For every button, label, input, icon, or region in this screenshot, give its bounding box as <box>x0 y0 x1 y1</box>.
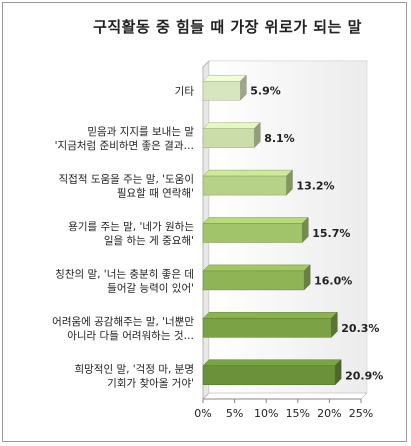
category-label: 칭찬의 말, '너는 충분히 좋은 데 <box>55 268 194 280</box>
category-label: 직접적 도움을 주는 말, '도움이 <box>59 174 195 186</box>
x-tick-label: 25% <box>349 407 373 420</box>
bar-top-face <box>202 217 309 224</box>
bar-front-face <box>202 175 287 196</box>
bar-front-face <box>202 223 303 243</box>
bar-2 <box>202 122 261 149</box>
category-label: 일을 하는 게 중요해' <box>104 234 194 247</box>
x-tick-label: 5% <box>226 407 243 420</box>
category-label: 기타 <box>175 86 195 98</box>
bar-front-face <box>202 365 336 386</box>
bar-1 <box>202 74 247 101</box>
bar-front-face <box>202 270 305 291</box>
bar-7 <box>202 359 342 386</box>
category-label: 아니라 다들 어려워하는 것… <box>67 329 194 342</box>
bar-top-face <box>202 122 261 129</box>
category-label: 희망적인 말, '걱정 마, 분명 <box>74 363 194 375</box>
bar-6 <box>202 311 338 338</box>
bar-front-face <box>202 80 241 101</box>
value-label: 20.3% <box>341 322 379 335</box>
x-ticks-group: 0% 5% 10% 15% 20% 25% <box>194 399 373 420</box>
bar-top-face <box>202 74 247 82</box>
x-tick-label: 20% <box>317 407 341 420</box>
value-label: 15.7% <box>312 227 350 240</box>
value-label: 5.9% <box>250 85 281 98</box>
bar-top-face <box>202 359 342 367</box>
bar-top-face <box>202 264 311 272</box>
value-label: 13.2% <box>296 180 334 193</box>
bar-top-face <box>202 169 294 177</box>
category-label: 믿음과 지지를 보내는 말 <box>87 126 194 138</box>
category-label: 기회가 찾아올 거야' <box>107 376 194 389</box>
category-label: '지금처럼 준비하면 좋은 결과… <box>55 139 194 152</box>
x-tick-label: 0% <box>194 407 211 420</box>
category-label: 필요할 때 연락해' <box>117 187 194 200</box>
x-tick-label: 10% <box>254 407 278 420</box>
bar-4 <box>202 216 309 244</box>
category-label: 들어갈 능력이 있어' <box>107 281 194 294</box>
x-axis-edge-line <box>360 392 368 400</box>
chart-title: 구직활동 중 힘들 때 가장 위로가 되는 말 <box>93 18 362 36</box>
bar-3 <box>202 169 294 196</box>
bar-top-face <box>202 312 338 319</box>
category-label: 용기를 주는 말, '네가 원하는 <box>68 220 194 233</box>
value-label: 20.9% <box>345 369 383 382</box>
bar-5 <box>202 264 311 291</box>
value-label: 8.1% <box>264 132 295 145</box>
category-label: 어려움에 공감해주는 말, '너뿐만 <box>52 315 194 328</box>
x-tick-label: 15% <box>286 407 310 420</box>
bars-group: 5.9% 기타 8.1% 믿음과 지지를 보내는 말'지금처럼 준비하면 좋은 결과…… <box>52 74 383 389</box>
bar-front-face <box>202 128 255 148</box>
value-label: 16.0% <box>314 274 352 287</box>
bar-front-face <box>202 318 332 338</box>
